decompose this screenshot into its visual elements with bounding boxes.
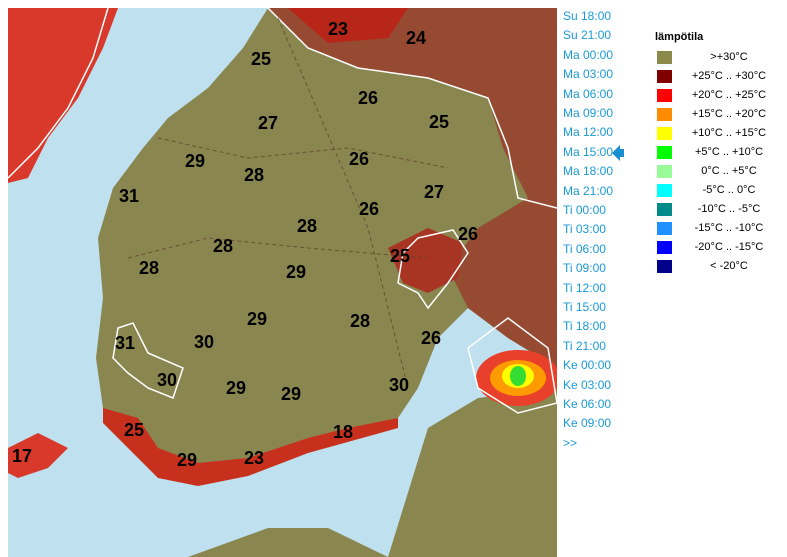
temperature-label: 26	[358, 88, 378, 108]
time-link[interactable]: Ti 09:00	[563, 261, 606, 276]
legend-label: -20°C .. -15°C	[694, 241, 764, 253]
time-link[interactable]: Ke 00:00	[563, 358, 612, 373]
land-finland	[96, 8, 557, 478]
temperature-label: 27	[424, 182, 444, 202]
temperature-label: 29	[286, 262, 306, 282]
temperature-label: 26	[349, 149, 369, 169]
temperature-label: 24	[406, 28, 426, 48]
legend-label: -5°C .. 0°C	[702, 184, 756, 196]
legend-swatch	[657, 108, 672, 121]
legend-label: >+30°C	[710, 51, 748, 63]
legend-swatch	[657, 260, 672, 273]
temperature-label: 26	[458, 224, 478, 244]
legend-swatch	[657, 89, 672, 102]
temperature-label: 27	[258, 113, 278, 133]
time-link[interactable]: Ti 21:00	[563, 338, 606, 353]
temperature-label: 30	[157, 370, 177, 390]
time-link[interactable]: Ma 09:00	[563, 106, 614, 120]
legend-swatch	[657, 222, 672, 235]
legend-label: < -20°C	[710, 260, 748, 272]
temperature-label: 28	[350, 311, 370, 331]
temperature-label: 25	[124, 420, 144, 440]
legend-label: +10°C .. +15°C	[691, 127, 767, 139]
temperature-label: 30	[194, 332, 214, 352]
time-link[interactable]: Ti 15:00	[563, 300, 606, 314]
temperature-label: 29	[281, 384, 301, 404]
legend-swatch	[657, 184, 672, 197]
time-link[interactable]: Ma 06:00	[563, 86, 614, 101]
temperature-label: 29	[185, 151, 205, 171]
legend-label: +25°C .. +30°C	[691, 70, 767, 82]
temperature-label: 31	[115, 333, 135, 353]
temperature-label: 23	[244, 448, 264, 468]
selected-arrow	[612, 145, 624, 161]
time-link[interactable]: Ma 21:00	[563, 183, 614, 198]
temperature-label: 26	[421, 328, 441, 348]
warm-zone	[288, 8, 408, 43]
temperature-label: 18	[333, 422, 353, 442]
borders	[127, 17, 449, 389]
time-link[interactable]: Ma 15:00	[563, 144, 614, 159]
temperature-label: 28	[213, 236, 233, 256]
temperature-label: 28	[244, 165, 264, 185]
hot-area	[510, 366, 526, 386]
warm-zone	[268, 8, 557, 368]
time-link[interactable]: Ti 18:00	[563, 319, 606, 334]
temperature-label: 23	[328, 19, 348, 39]
legend-swatch	[657, 241, 672, 254]
time-link[interactable]: Su 18:00	[563, 9, 612, 23]
warm-spot	[388, 228, 463, 293]
time-link[interactable]: Ti 12:00	[563, 280, 606, 295]
land-west	[8, 8, 118, 183]
time-link[interactable]: >>	[563, 435, 578, 450]
legend-label: +20°C .. +25°C	[691, 89, 767, 101]
temperature-label: 28	[297, 216, 317, 236]
legend-swatch	[657, 146, 672, 159]
temperature-label: 25	[390, 246, 410, 266]
time-link[interactable]: Ti 06:00	[563, 241, 606, 256]
weather-map: 23 24 25 26 27 25 29 26 28 31 27 26 28 26 28 25 28 29 29 28…	[8, 8, 557, 557]
isotherms	[8, 8, 557, 414]
legend-label: 0°C .. +5°C	[701, 165, 757, 177]
time-link[interactable]: Ma 12:00	[563, 125, 614, 140]
legend-label: +5°C .. +10°C	[694, 146, 764, 158]
land-south	[188, 528, 388, 557]
temperature-label: 26	[359, 199, 379, 219]
legend-label: +15°C .. +20°C	[691, 108, 767, 120]
land-south	[388, 388, 557, 557]
temperature-label: 31	[119, 186, 139, 206]
time-link[interactable]: Ke 09:00	[563, 416, 612, 431]
legend-swatch	[657, 51, 672, 64]
temperature-label: 28	[139, 258, 159, 278]
time-link[interactable]: Ke 06:00	[563, 397, 612, 411]
temperature-label: 29	[226, 378, 246, 398]
legend-swatch	[657, 165, 672, 178]
temperature-label: 25	[429, 112, 449, 132]
temperature-label: 25	[251, 49, 271, 69]
time-link[interactable]: Ke 03:00	[563, 377, 612, 392]
time-link[interactable]: Su 21:00	[563, 28, 612, 43]
legend-swatch	[657, 70, 672, 83]
coast-warm	[103, 408, 398, 486]
time-link[interactable]: Ti 03:00	[563, 222, 606, 237]
time-link[interactable]: Ti 00:00	[563, 203, 606, 217]
legend-swatch	[657, 203, 672, 216]
time-link[interactable]: Ma 18:00	[563, 164, 614, 179]
legend-swatch	[657, 127, 672, 140]
temperature-label: 17	[12, 446, 32, 466]
legend-label: -15°C .. -10°C	[694, 222, 764, 234]
temperature-label: 30	[389, 375, 409, 395]
temperature-label: 29	[247, 309, 267, 329]
time-link[interactable]: Ma 00:00	[563, 47, 614, 62]
temperature-label: 29	[177, 450, 197, 470]
time-link[interactable]: Ma 03:00	[563, 67, 614, 82]
legend-label: -10°C .. -5°C	[697, 203, 761, 215]
legend-title: lämpötila	[655, 31, 704, 43]
islands	[8, 433, 68, 478]
